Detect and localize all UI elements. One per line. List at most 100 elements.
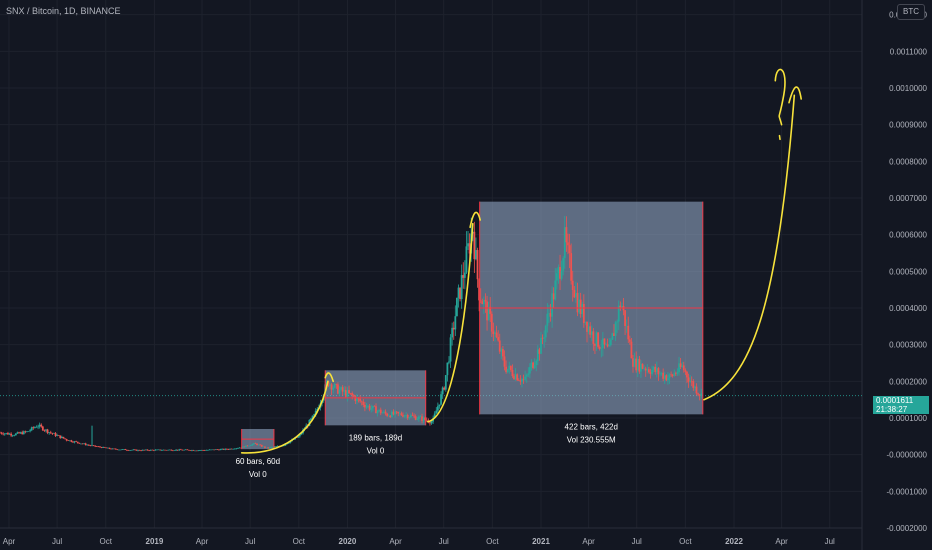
candle-body bbox=[400, 413, 403, 416]
candle-body bbox=[41, 426, 44, 431]
candle-body bbox=[411, 415, 414, 416]
candle-body bbox=[140, 450, 143, 452]
candle-body bbox=[590, 331, 593, 335]
candle-body bbox=[652, 366, 655, 370]
candle-body bbox=[165, 450, 168, 451]
candle-body bbox=[298, 434, 301, 437]
candle-body bbox=[700, 393, 703, 396]
candle-body bbox=[172, 450, 174, 452]
candle-body bbox=[482, 299, 485, 305]
candle-body bbox=[479, 300, 482, 302]
candle-body bbox=[375, 406, 377, 414]
candle-body bbox=[97, 446, 100, 448]
candle-body bbox=[436, 406, 439, 411]
candle-body bbox=[297, 436, 300, 438]
y-tick-label: 0.0001000 bbox=[889, 414, 927, 423]
candle-body bbox=[484, 299, 487, 302]
candle-body bbox=[329, 384, 331, 386]
candle-body bbox=[386, 413, 389, 416]
candle-body bbox=[367, 405, 369, 407]
candle-body bbox=[462, 275, 465, 278]
candle-body bbox=[211, 449, 214, 451]
candle-body bbox=[222, 448, 225, 450]
candle-body bbox=[46, 429, 49, 433]
candle-body bbox=[114, 448, 117, 450]
candle-body bbox=[248, 445, 250, 447]
candle-body bbox=[601, 338, 604, 349]
candle-body bbox=[72, 441, 74, 443]
candle-body bbox=[181, 449, 184, 451]
candle-body bbox=[19, 432, 22, 434]
candle-body bbox=[554, 280, 557, 300]
x-tick-label: 2022 bbox=[725, 537, 743, 546]
candle-body bbox=[514, 374, 517, 380]
candle-body bbox=[273, 446, 276, 448]
candle-body bbox=[681, 365, 684, 367]
candle-body bbox=[670, 374, 672, 376]
candle-body bbox=[571, 280, 574, 291]
candle-body bbox=[360, 401, 363, 402]
candle-body bbox=[597, 332, 600, 347]
candle-body bbox=[76, 441, 79, 443]
candle-body bbox=[203, 450, 206, 451]
candle-body bbox=[56, 435, 59, 436]
candle-body bbox=[338, 389, 341, 394]
candle-body bbox=[646, 369, 649, 371]
candle-body bbox=[555, 273, 558, 281]
candle-body bbox=[113, 448, 116, 450]
candle-body bbox=[78, 442, 81, 444]
candle-body bbox=[575, 293, 577, 298]
candle-body bbox=[237, 448, 239, 449]
candle-body bbox=[390, 411, 393, 418]
candle-body bbox=[532, 362, 534, 369]
candle-body bbox=[673, 373, 676, 376]
candle-body bbox=[614, 322, 617, 336]
candle-body bbox=[37, 426, 39, 428]
candle-body bbox=[487, 306, 490, 321]
candle-body bbox=[70, 440, 73, 442]
x-tick-label: Apr bbox=[582, 537, 595, 546]
candle-body bbox=[229, 448, 231, 450]
candle-body bbox=[430, 421, 433, 424]
candle-body bbox=[548, 313, 550, 314]
currency-button[interactable]: BTC bbox=[897, 4, 925, 20]
candle-body bbox=[189, 450, 192, 452]
candle-body bbox=[594, 343, 596, 346]
freehand-stroke bbox=[240, 380, 329, 454]
candle-body bbox=[34, 427, 36, 428]
candle-body bbox=[451, 327, 454, 338]
y-tick-label: 0.0007000 bbox=[889, 194, 927, 203]
candle-body bbox=[214, 449, 217, 451]
candle-body bbox=[168, 449, 171, 451]
candle-body bbox=[143, 449, 146, 451]
candle-body bbox=[218, 449, 220, 451]
candle-body bbox=[505, 366, 507, 373]
candle-body bbox=[49, 432, 52, 433]
candle-body bbox=[441, 387, 444, 395]
candle-body bbox=[260, 445, 263, 447]
candle-body bbox=[13, 435, 16, 436]
candle-body bbox=[2, 433, 5, 435]
candle-body bbox=[414, 416, 417, 420]
candle-body bbox=[429, 422, 431, 424]
candle-body bbox=[179, 449, 182, 451]
candle-body bbox=[133, 449, 136, 451]
candle-body bbox=[151, 449, 154, 451]
candle-body bbox=[252, 443, 255, 445]
candle-body bbox=[544, 325, 547, 338]
candle-body bbox=[141, 449, 144, 451]
candle-body bbox=[268, 447, 271, 449]
candle-body bbox=[693, 386, 696, 388]
y-tick-label: 0.0006000 bbox=[889, 231, 927, 240]
candle-body bbox=[373, 405, 376, 407]
candle-body bbox=[452, 327, 455, 330]
candle-body bbox=[525, 374, 528, 377]
candle-body bbox=[524, 376, 527, 380]
candle-body bbox=[424, 417, 427, 420]
candle-body bbox=[449, 337, 452, 362]
candle-body bbox=[362, 401, 365, 405]
date-range-volume-label: Vol 0 bbox=[249, 470, 267, 479]
candle-body bbox=[657, 368, 660, 375]
candle-body bbox=[609, 339, 612, 346]
